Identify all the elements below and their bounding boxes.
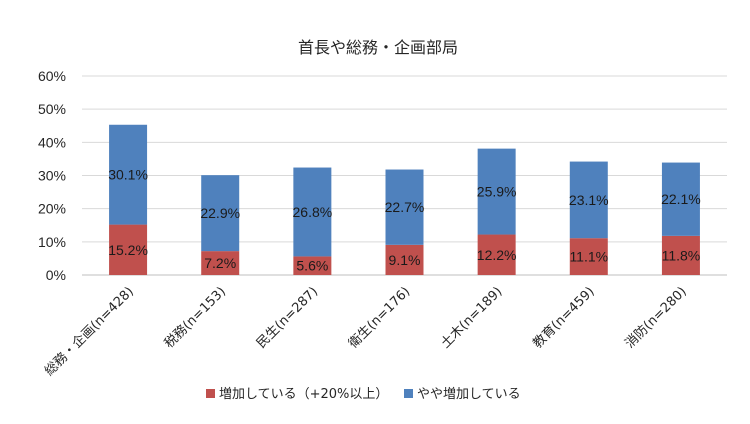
bar-segment (661, 235, 700, 275)
bar-segment (385, 169, 424, 245)
data-label: 11.8% (662, 247, 701, 263)
data-label: 12.2% (477, 247, 517, 263)
data-label: 22.1% (661, 191, 701, 207)
y-tick-label: 10% (38, 234, 66, 250)
x-tick-label: 税務(n=153) (162, 284, 229, 351)
bar-segment (661, 162, 700, 236)
data-label: 25.9% (477, 184, 517, 200)
bar-segment (109, 124, 148, 225)
bar-segment (385, 244, 424, 275)
bar-segment (477, 234, 516, 275)
data-label: 9.1% (389, 252, 421, 268)
bar-segment (201, 175, 240, 252)
legend-label: 増加している（+20%以上） (219, 387, 388, 402)
x-tick-label: 消防(n=280) (622, 284, 690, 352)
bar-segment (201, 251, 240, 275)
bar-segment (569, 161, 608, 239)
bars (109, 124, 700, 275)
bar-segment (293, 167, 332, 257)
x-tick-label: 土木(n=189) (438, 284, 505, 351)
bar-segment (477, 148, 516, 235)
y-tick-label: 30% (38, 168, 66, 184)
data-label: 5.6% (296, 258, 328, 274)
y-tick-label: 50% (38, 101, 66, 117)
x-tick-label: 総務・企画(n=428) (41, 284, 137, 380)
data-label: 22.7% (385, 199, 425, 215)
legend-label: やや増加している (417, 387, 521, 402)
legend: 増加している（+20%以上） やや増加している (206, 387, 521, 402)
legend-swatch (206, 389, 215, 398)
x-tick-label: 民生(n=287) (254, 284, 321, 351)
chart-title: 首長や総務・企画部局 (298, 38, 458, 57)
data-label: 11.1% (569, 249, 608, 265)
data-label: 26.8% (293, 204, 333, 220)
y-tick-label: 20% (38, 201, 66, 217)
bar-segment (293, 256, 332, 275)
data-label: 15.2% (108, 242, 148, 258)
y-tick-label: 40% (38, 134, 66, 150)
y-tick-label: 60% (38, 68, 66, 84)
data-labels: 15.2% 30.1% 7.2% 22.9% 5.6% 26.8% 9.1% 22.7% 12.… (108, 167, 701, 274)
data-label: 7.2% (204, 255, 236, 271)
x-tick-label: 衛生(n=176) (346, 284, 413, 351)
legend-swatch (404, 389, 413, 398)
bar-segment (109, 224, 148, 275)
data-label: 23.1% (569, 192, 609, 208)
y-axis: 0% 10% 20% 30% 40% 50% 60% (38, 68, 66, 283)
data-label: 30.1% (108, 167, 148, 183)
y-tick-label: 0% (46, 267, 66, 283)
x-axis: 総務・企画(n=428) 税務(n=153) 民生(n=287) 衛生(n=176) 土… (41, 284, 689, 380)
bar-segment (569, 238, 608, 275)
x-tick-label: 教育(n=459) (530, 284, 598, 352)
data-label: 22.9% (200, 205, 240, 221)
